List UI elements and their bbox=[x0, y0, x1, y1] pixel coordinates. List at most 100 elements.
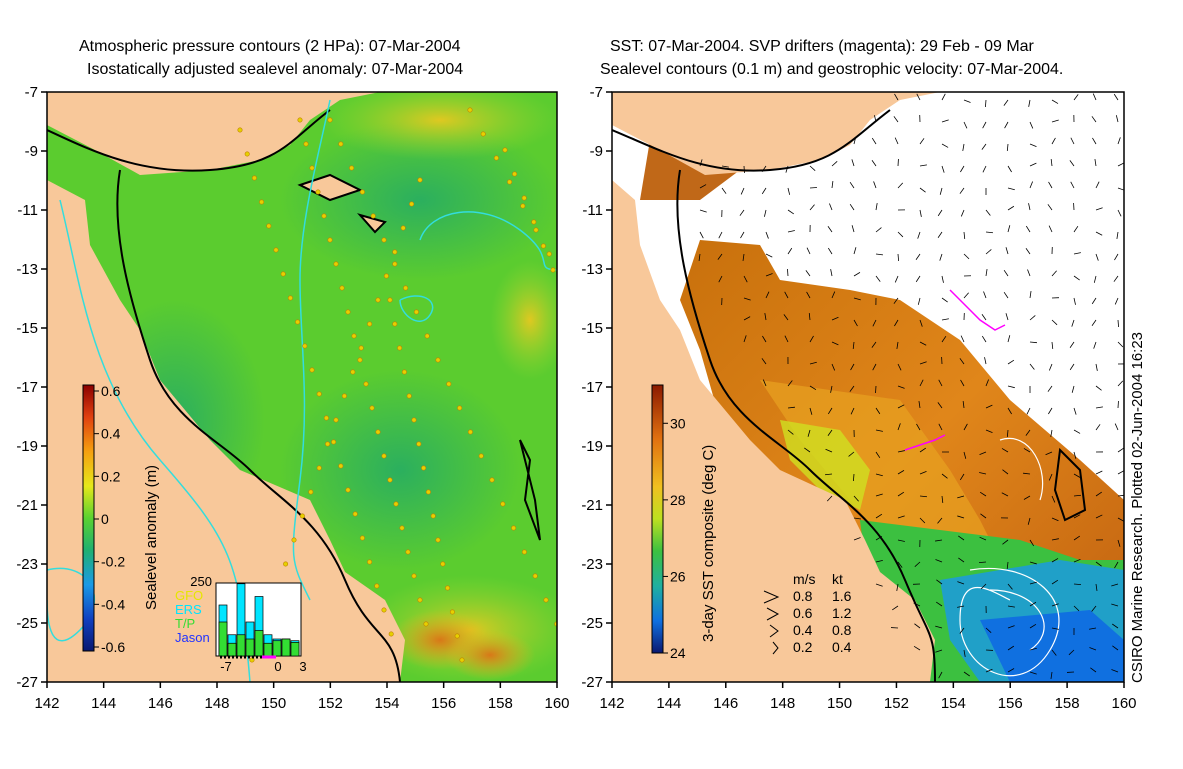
velocity-legend-kt: 0.8 bbox=[832, 622, 852, 638]
velocity-arrow bbox=[698, 253, 701, 261]
track-dot bbox=[397, 345, 403, 351]
lon-tick-label: 142 bbox=[34, 695, 59, 712]
velocity-arrow bbox=[764, 209, 767, 217]
velocity-arrow bbox=[980, 583, 987, 590]
velocity-arrow bbox=[1115, 115, 1119, 123]
velocity-arrow bbox=[875, 227, 882, 233]
velocity-arrow bbox=[1007, 583, 1013, 590]
velocity-arrow bbox=[894, 319, 899, 327]
velocity-arrow bbox=[721, 187, 727, 194]
lat-tick-label: -11 bbox=[582, 202, 603, 219]
velocity-arrow bbox=[718, 275, 723, 283]
velocity-arrow bbox=[806, 291, 811, 299]
lat-tick-label: -25 bbox=[16, 615, 38, 632]
right-title-line2: Sealevel contours (0.1 m) and geostrophi… bbox=[600, 61, 1064, 78]
velocity-arrow bbox=[1095, 363, 1098, 371]
colorbar-tick-label: 24 bbox=[670, 645, 686, 661]
lon-tick-label: 148 bbox=[204, 695, 229, 712]
velocity-arrow bbox=[851, 159, 855, 167]
velocity-arrow bbox=[897, 404, 905, 409]
low-anomaly-patch bbox=[280, 120, 557, 280]
velocity-arrow bbox=[1029, 601, 1037, 607]
track-dot bbox=[237, 127, 243, 133]
inset-bar-tp bbox=[281, 638, 291, 657]
velocity-arrow bbox=[935, 539, 943, 542]
colorbar-tick-label: 26 bbox=[670, 568, 686, 584]
velocity-arrow bbox=[875, 493, 883, 497]
velocity-arrow bbox=[1050, 159, 1053, 167]
velocity-arrow bbox=[742, 253, 745, 261]
track-dot bbox=[430, 513, 436, 519]
velocity-arrow bbox=[894, 275, 899, 283]
velocity-arrow bbox=[983, 291, 987, 299]
velocity-arrow bbox=[875, 253, 883, 256]
velocity-arrow bbox=[1070, 137, 1075, 145]
velocity-arrow bbox=[1117, 341, 1124, 348]
velocity-arrow bbox=[1029, 315, 1036, 321]
velocity-arrow bbox=[985, 627, 992, 634]
velocity-arrow bbox=[1051, 538, 1059, 541]
velocity-arrow bbox=[1048, 473, 1053, 481]
velocity-arrow bbox=[985, 668, 993, 673]
velocity-arrow bbox=[914, 561, 921, 567]
velocity-arrow bbox=[938, 423, 943, 431]
velocity-arrow bbox=[1073, 407, 1077, 415]
velocity-arrow bbox=[1095, 231, 1103, 236]
lat-tick-label: -7 bbox=[590, 84, 603, 101]
track-dot bbox=[350, 369, 356, 375]
velocity-arrow bbox=[1117, 319, 1119, 328]
velocity-arrow bbox=[963, 99, 971, 103]
lat-tick-label: -17 bbox=[16, 379, 38, 396]
velocity-arrow bbox=[919, 495, 928, 498]
reef-contour bbox=[519, 439, 541, 541]
inset-x-tick-label: 0 bbox=[274, 659, 281, 674]
velocity-arrow bbox=[941, 119, 949, 123]
velocity-arrow bbox=[1051, 627, 1059, 630]
inset-bar-tp bbox=[290, 642, 300, 657]
velocity-arrow bbox=[1051, 99, 1059, 104]
velocity-arrow bbox=[897, 231, 904, 238]
velocity-arrow bbox=[765, 231, 769, 239]
velocity-arrow bbox=[959, 627, 965, 634]
velocity-arrow bbox=[1003, 291, 1009, 299]
velocity-legend-arrow bbox=[772, 641, 779, 655]
track-dot bbox=[435, 357, 441, 363]
velocity-arrow bbox=[1029, 143, 1037, 148]
velocity-arrow bbox=[1007, 225, 1011, 233]
track-dot bbox=[308, 489, 314, 495]
velocity-arrow bbox=[831, 341, 839, 346]
velocity-arrow bbox=[1091, 116, 1097, 123]
velocity-arrow bbox=[1047, 385, 1053, 392]
velocity-arrow bbox=[919, 209, 922, 217]
velocity-arrow bbox=[829, 203, 833, 211]
velocity-arrow bbox=[937, 231, 943, 238]
track-dot bbox=[507, 179, 513, 185]
velocity-arrow bbox=[1090, 667, 1097, 673]
velocity-arrow bbox=[1023, 472, 1031, 475]
velocity-arrow bbox=[1073, 297, 1076, 305]
track-dot bbox=[409, 201, 415, 207]
lon-tick-label: 156 bbox=[998, 695, 1023, 712]
velocity-arrow bbox=[916, 423, 921, 431]
velocity-arrow bbox=[941, 297, 948, 303]
velocity-arrow bbox=[963, 231, 966, 240]
track-dot bbox=[302, 343, 308, 349]
velocity-arrow bbox=[785, 165, 789, 173]
velocity-legend-kt: 1.2 bbox=[832, 605, 852, 621]
velocity-arrow bbox=[1111, 583, 1119, 587]
velocity-arrow bbox=[1023, 448, 1031, 453]
velocity-arrow bbox=[827, 226, 833, 233]
velocity-arrow bbox=[1114, 297, 1119, 305]
lon-tick-label: 150 bbox=[261, 695, 286, 712]
velocity-arrow bbox=[1095, 583, 1098, 591]
velocity-arrow bbox=[875, 583, 883, 587]
velocity-arrow bbox=[853, 517, 861, 520]
velocity-arrow bbox=[894, 137, 899, 145]
track-dot bbox=[375, 429, 381, 435]
left-title-line2: Isostatically adjusted sealevel anomaly:… bbox=[87, 61, 464, 78]
velocity-arrow bbox=[897, 423, 901, 431]
track-dot bbox=[280, 271, 286, 277]
velocity-arrow bbox=[1006, 429, 1009, 438]
velocity-arrow bbox=[919, 471, 927, 475]
